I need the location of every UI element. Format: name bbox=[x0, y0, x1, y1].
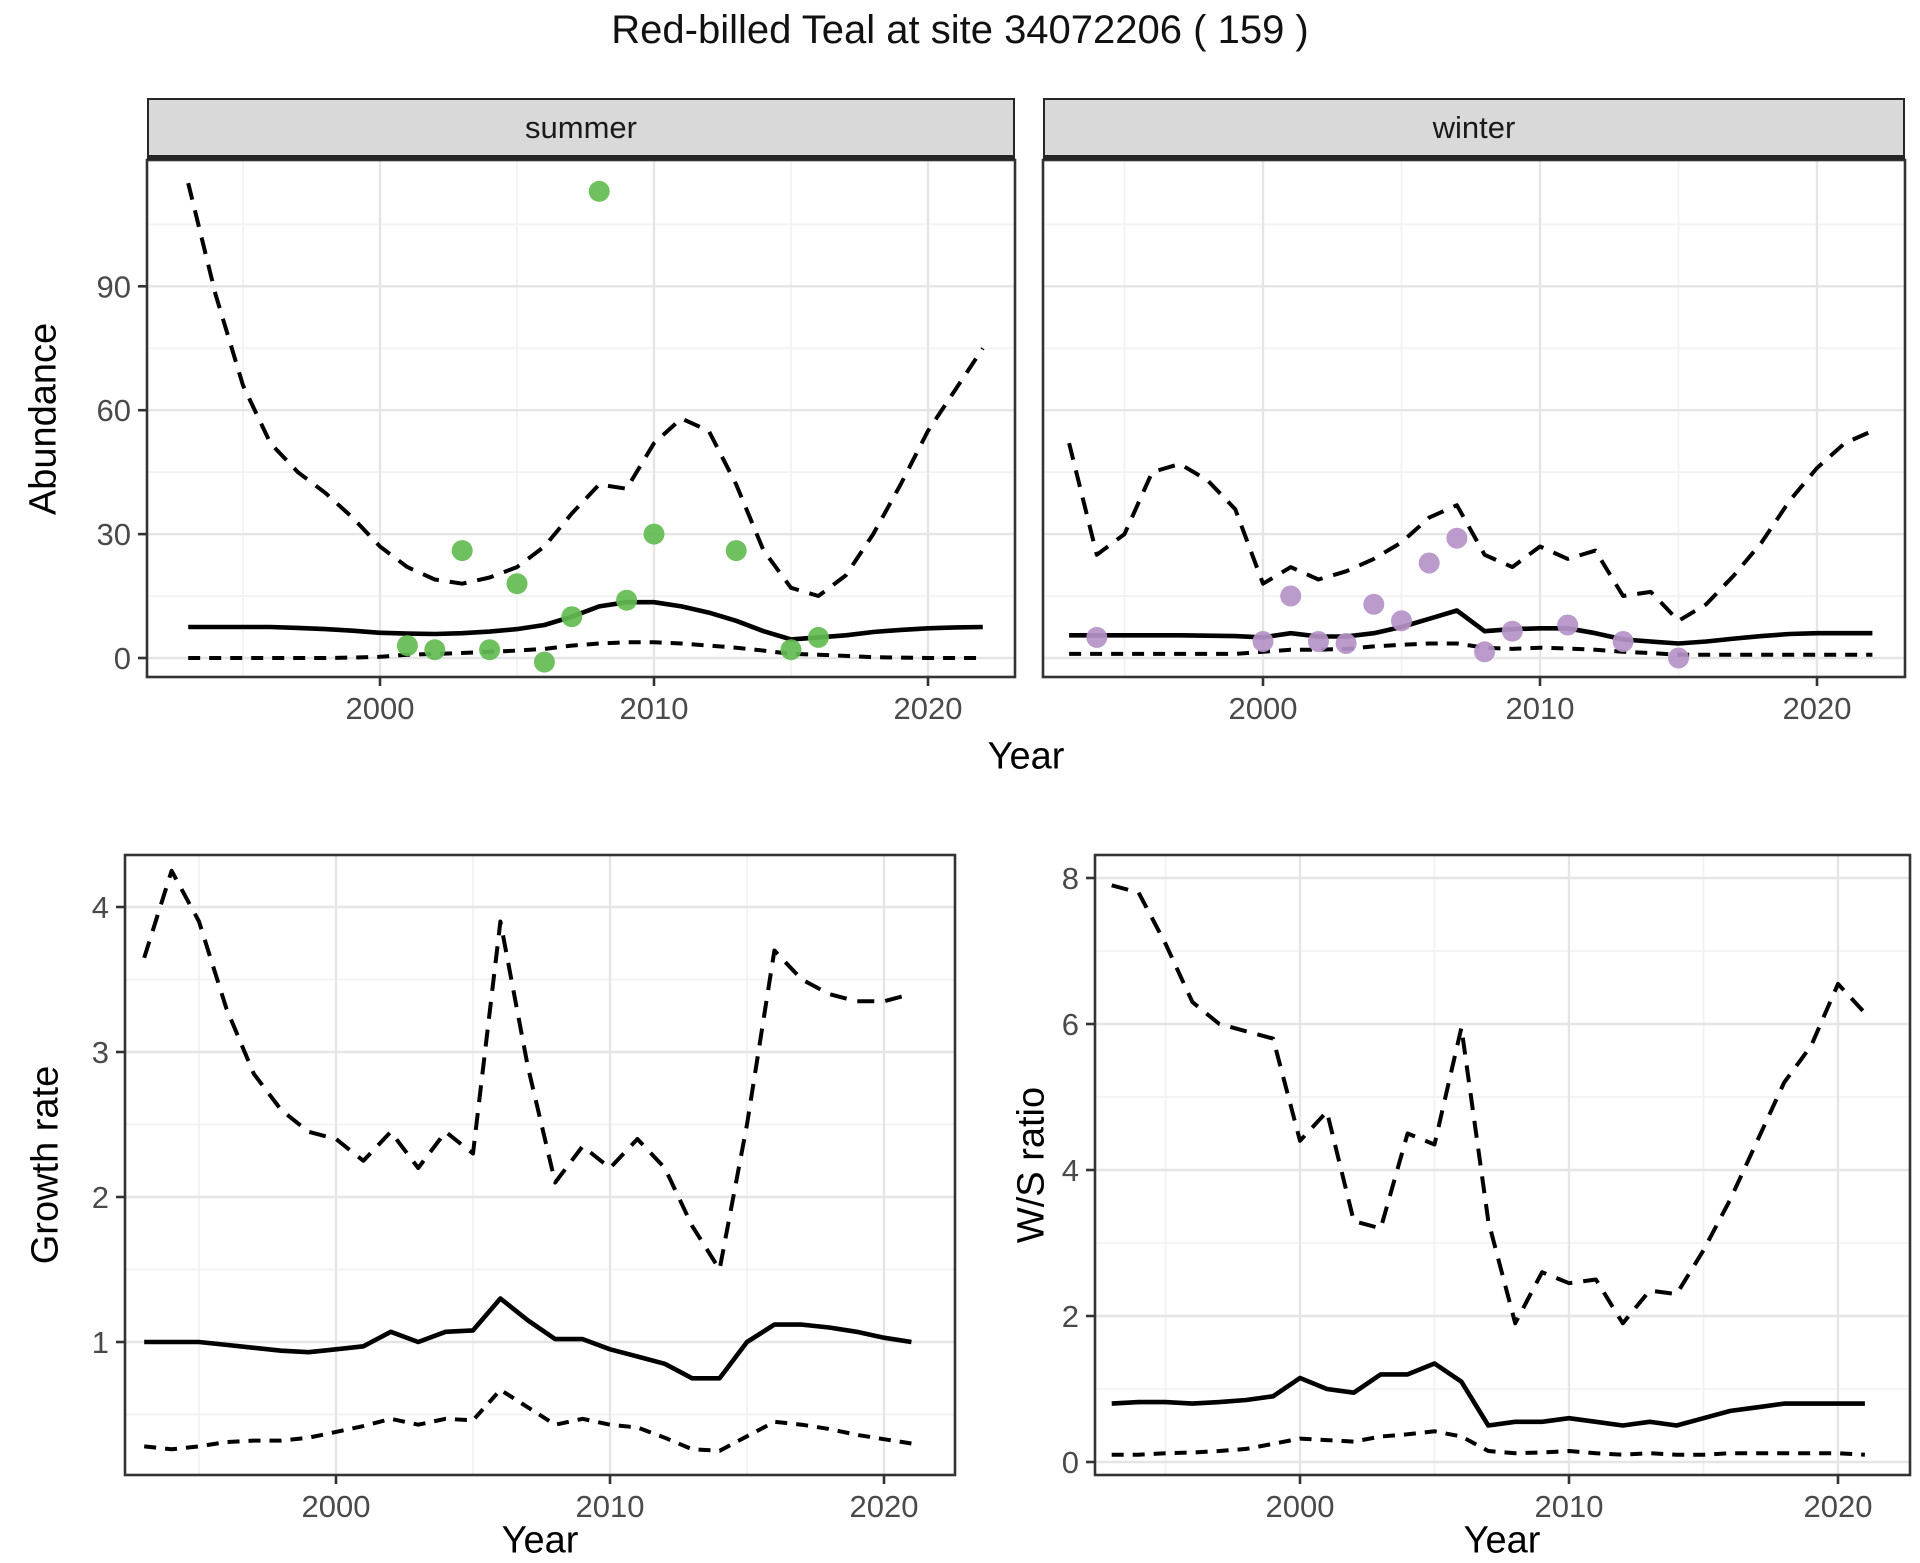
panel-ws_ratio: 2000 2010 2020 0 2 4 6 8 bbox=[1062, 853, 1912, 1524]
observation-point bbox=[506, 573, 528, 595]
x-tick-label: 2010 bbox=[1506, 691, 1575, 726]
y-tick-label: 0 bbox=[114, 641, 131, 676]
observation-point bbox=[1335, 633, 1357, 654]
panel-background bbox=[1043, 160, 1905, 677]
x-tick-label: 2000 bbox=[346, 691, 415, 726]
y-tick-label: 2 bbox=[1062, 1299, 1079, 1334]
ci-lower-line bbox=[143, 1387, 912, 1453]
fit-line bbox=[1069, 608, 1873, 646]
x-tick-label: 2010 bbox=[620, 691, 689, 726]
x-tick-label: 2020 bbox=[850, 1489, 919, 1524]
facet-strip-winter: winter bbox=[1043, 98, 1905, 160]
observation-point bbox=[1501, 620, 1523, 642]
panel-abundance_winter: 2000 2010 2020 bbox=[1041, 158, 1907, 726]
observation-point bbox=[561, 606, 583, 628]
ci-lower-line bbox=[1069, 641, 1873, 657]
figure-title: Red-billed Teal at site 34072206 ( 159 ) bbox=[611, 8, 1309, 52]
panel-border bbox=[1093, 853, 1912, 1477]
x-tick-label: 2010 bbox=[576, 1489, 645, 1524]
observation-point bbox=[1280, 585, 1302, 607]
observation-point bbox=[1252, 631, 1274, 652]
observation-point bbox=[807, 626, 829, 648]
x-tick-label: 2010 bbox=[1535, 1489, 1604, 1524]
ci-lower-line bbox=[188, 640, 983, 660]
y-axis-title-abundance: Abundance bbox=[22, 322, 65, 516]
observation-point bbox=[424, 639, 446, 661]
y-tick-label: 30 bbox=[97, 517, 131, 552]
observation-point bbox=[1391, 610, 1412, 632]
ci-upper-line bbox=[186, 182, 985, 598]
y-axis-title-ws-ratio: W/S ratio bbox=[1010, 1086, 1053, 1244]
observation-point bbox=[616, 589, 638, 611]
observation-point bbox=[780, 639, 802, 661]
ci-upper-line bbox=[142, 868, 912, 1272]
x-tick-label: 2020 bbox=[1804, 1489, 1873, 1524]
fit-line bbox=[1111, 1361, 1865, 1428]
observation-point bbox=[396, 635, 418, 657]
observation-point bbox=[1086, 626, 1108, 648]
x-tick-label: 2000 bbox=[1266, 1489, 1335, 1524]
panel-background bbox=[147, 160, 1015, 677]
x-tick-label: 2000 bbox=[1229, 691, 1298, 726]
y-tick-label: 60 bbox=[97, 393, 131, 428]
observation-point bbox=[1557, 614, 1579, 636]
x-axis-title-year-bottom-right: Year bbox=[1463, 1519, 1541, 1562]
observation-point bbox=[1446, 527, 1468, 549]
observation-point bbox=[1474, 641, 1496, 663]
fit-line bbox=[188, 599, 983, 642]
ci-lower-line bbox=[1111, 1429, 1866, 1457]
y-tick-label: 0 bbox=[1062, 1445, 1079, 1480]
observation-point bbox=[1307, 631, 1329, 652]
ci-upper-line bbox=[1111, 883, 1867, 1326]
observation-point bbox=[533, 651, 555, 673]
observation-point bbox=[643, 523, 665, 545]
facet-strip-winter-label: winter bbox=[1432, 109, 1516, 145]
y-tick-label: 4 bbox=[92, 890, 109, 925]
x-axis-title-year-bottom-left: Year bbox=[501, 1519, 579, 1562]
x-axis-title-year-top: Year bbox=[987, 735, 1065, 778]
observation-point bbox=[588, 180, 610, 202]
panel-border bbox=[1041, 158, 1907, 679]
y-tick-label: 90 bbox=[97, 269, 131, 304]
y-tick-label: 4 bbox=[1062, 1153, 1079, 1188]
observation-point bbox=[1363, 593, 1385, 615]
panel-border bbox=[145, 158, 1017, 679]
panel-growth_rate: 2000 2010 2020 1 2 3 4 bbox=[92, 853, 957, 1524]
x-tick-label: 2020 bbox=[1783, 691, 1852, 726]
x-tick-label: 2020 bbox=[894, 691, 963, 726]
x-tick-label: 2000 bbox=[302, 1489, 371, 1524]
fit-line bbox=[144, 1296, 912, 1381]
observation-point bbox=[725, 540, 747, 562]
panel-background bbox=[125, 855, 955, 1475]
facet-strip-summer: summer bbox=[147, 98, 1015, 160]
facet-strip-summer-label: summer bbox=[525, 109, 637, 145]
observation-point bbox=[479, 639, 501, 661]
observation-point bbox=[451, 540, 473, 562]
y-tick-label: 6 bbox=[1062, 1007, 1079, 1042]
y-tick-label: 8 bbox=[1062, 861, 1079, 896]
y-tick-label: 1 bbox=[92, 1325, 109, 1360]
y-tick-label: 2 bbox=[92, 1180, 109, 1215]
panel-border bbox=[123, 853, 957, 1477]
observation-point bbox=[1418, 552, 1440, 574]
observation-point bbox=[1668, 647, 1689, 669]
ci-upper-line bbox=[1067, 429, 1874, 623]
observation-point bbox=[1612, 631, 1634, 652]
panel-abundance_summer: 2000 2010 2020 0 30 60 90 bbox=[97, 158, 1017, 726]
y-axis-title-growth-rate: Growth rate bbox=[24, 1065, 67, 1265]
y-tick-label: 3 bbox=[92, 1035, 109, 1070]
panel-background bbox=[1095, 855, 1910, 1475]
